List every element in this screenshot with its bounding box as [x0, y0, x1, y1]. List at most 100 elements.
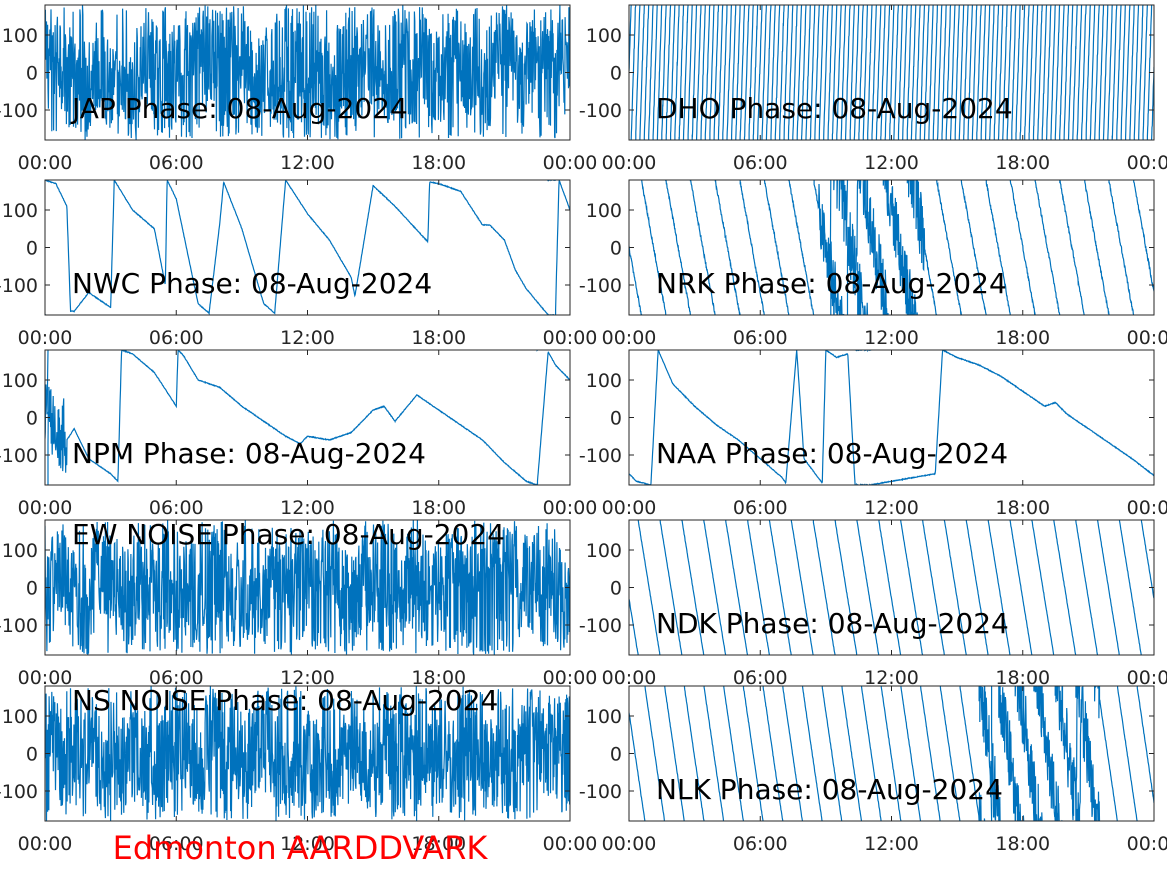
x-tick-label: 00:00: [602, 833, 657, 855]
panel-ns-noise: 100 0 -100 00:00 06:00 12:00 18:00 00:00 NS NOIS…: [0, 684, 597, 855]
x-tick-label: 18:00: [995, 497, 1050, 519]
x-tick-label: 12:00: [864, 327, 919, 349]
panel-title-nlk: NLK Phase: 08-Aug-2024: [656, 773, 1003, 806]
y-tick-label: 100: [586, 25, 622, 47]
panel-nwc: 100 0 -100 00:00 06:00 12:00 18:00 00:00 NWC Pha…: [0, 179, 598, 349]
x-tick-label: 06:00: [733, 667, 788, 689]
y-tick-label: 0: [26, 238, 38, 260]
phase-line-npm: [45, 350, 570, 485]
phase-line-ew-noise: [45, 520, 570, 655]
x-tick-label: 00:00: [18, 152, 73, 174]
panel-title-ndk: NDK Phase: 08-Aug-2024: [656, 607, 1009, 640]
y-tick-label: 0: [610, 578, 622, 600]
y-tick-label: 100: [586, 540, 622, 562]
x-tick-label: 06:00: [149, 327, 204, 349]
x-tick-label: 12:00: [864, 833, 919, 855]
x-tick-label: 18:00: [411, 833, 466, 855]
y-tick-label: 100: [586, 370, 622, 392]
panel-naa: 100 0 -100 00:00 06:00 12:00 18:00 00:00 NAA Pha…: [579, 349, 1167, 519]
x-tick-label: 18:00: [411, 667, 466, 689]
x-tick-label: 06:00: [733, 833, 788, 855]
x-tick-label: 12:00: [280, 833, 335, 855]
x-tick-label: 00:00: [602, 327, 657, 349]
x-tick-label: 06:00: [149, 667, 204, 689]
x-tick-label: 00:00: [1127, 327, 1167, 349]
x-tick-label: 00:00: [1127, 497, 1167, 519]
panel-ew-noise: 100 0 -100 00:00 06:00 12:00 18:00 00:00 EW NOIS…: [0, 518, 597, 689]
panel-title-ns-noise: NS NOISE Phase: 08-Aug-2024: [72, 684, 498, 717]
y-tick-label: -100: [0, 615, 38, 637]
x-tick-label: 18:00: [411, 327, 466, 349]
y-tick-label: 100: [2, 540, 38, 562]
panel-title-dho: DHO Phase: 08-Aug-2024: [656, 92, 1013, 125]
y-tick-label: 0: [610, 63, 622, 85]
y-tick-label: 0: [26, 578, 38, 600]
x-tick-label: 12:00: [280, 667, 335, 689]
y-tick-label: 0: [26, 408, 38, 430]
x-tick-label: 18:00: [995, 667, 1050, 689]
y-tick-label: -100: [0, 275, 38, 297]
y-tick-label: -100: [0, 781, 38, 803]
phase-line-ndk: [629, 520, 1154, 655]
y-tick-label: -100: [0, 445, 38, 467]
x-tick-label: 00:00: [543, 327, 598, 349]
panel-ndk: 100 0 -100 00:00 06:00 12:00 18:00 00:00 NDK Pha…: [579, 519, 1167, 689]
panels: 100 0 -100 00:00 06:00 12:00 18:00 00:00 JAP Pha…: [0, 4, 1167, 855]
x-tick-label: 18:00: [995, 833, 1050, 855]
y-tick-label: 0: [610, 744, 622, 766]
y-tick-label: -100: [579, 445, 622, 467]
phase-line-ns-noise: [45, 686, 570, 821]
y-tick-label: -100: [579, 100, 622, 122]
phase-line-nrk: [629, 180, 1154, 315]
y-tick-label: 100: [2, 200, 38, 222]
x-tick-label: 00:00: [18, 327, 73, 349]
x-tick-label: 00:00: [18, 833, 73, 855]
x-tick-label: 06:00: [733, 152, 788, 174]
panel-title-nrk: NRK Phase: 08-Aug-2024: [656, 267, 1007, 300]
x-tick-label: 06:00: [733, 497, 788, 519]
panel-npm: 100 0 -100 00:00 06:00 12:00 18:00 00:00 NPM Pha…: [0, 349, 598, 519]
x-tick-label: 06:00: [149, 833, 204, 855]
phase-line-jap: [45, 5, 570, 140]
x-tick-label: 00:00: [1127, 833, 1167, 855]
x-tick-label: 18:00: [411, 152, 466, 174]
panel-title-jap: JAP Phase: 08-Aug-2024: [70, 92, 408, 125]
x-tick-label: 06:00: [149, 497, 204, 519]
y-tick-label: 0: [26, 744, 38, 766]
x-tick-label: 06:00: [149, 152, 204, 174]
y-tick-label: -100: [579, 781, 622, 803]
y-tick-label: 100: [2, 25, 38, 47]
y-tick-label: 0: [610, 408, 622, 430]
x-tick-label: 00:00: [18, 667, 73, 689]
x-tick-label: 00:00: [543, 497, 598, 519]
x-tick-label: 12:00: [864, 152, 919, 174]
panel-jap: 100 0 -100 00:00 06:00 12:00 18:00 00:00 JAP Pha…: [0, 4, 597, 174]
y-tick-label: 0: [26, 63, 38, 85]
panel-nlk: 100 0 -100 00:00 06:00 12:00 18:00 00:00 NLK Pha…: [579, 685, 1167, 855]
x-tick-label: 00:00: [602, 667, 657, 689]
y-tick-label: -100: [579, 615, 622, 637]
panel-title-naa: NAA Phase: 08-Aug-2024: [656, 437, 1008, 470]
panel-title-npm: NPM Phase: 08-Aug-2024: [72, 437, 426, 470]
x-tick-label: 06:00: [733, 327, 788, 349]
x-tick-label: 00:00: [1127, 152, 1167, 174]
y-tick-label: 0: [610, 238, 622, 260]
panel-dho: 100 0 -100 00:00 06:00 12:00 18:00 00:00 DHO Pha…: [579, 4, 1167, 174]
x-tick-label: 00:00: [1127, 667, 1167, 689]
x-tick-label: 12:00: [864, 497, 919, 519]
x-tick-label: 18:00: [995, 327, 1050, 349]
y-tick-label: 100: [586, 200, 622, 222]
x-tick-label: 00:00: [18, 497, 73, 519]
y-tick-label: -100: [0, 100, 38, 122]
x-tick-label: 00:00: [543, 833, 598, 855]
x-tick-label: 00:00: [602, 497, 657, 519]
x-tick-label: 12:00: [280, 152, 335, 174]
x-tick-label: 00:00: [543, 667, 598, 689]
x-tick-label: 18:00: [411, 497, 466, 519]
x-tick-label: 18:00: [995, 152, 1050, 174]
x-tick-label: 00:00: [602, 152, 657, 174]
y-tick-label: -100: [579, 275, 622, 297]
panel-title-nwc: NWC Phase: 08-Aug-2024: [72, 267, 432, 300]
y-tick-label: 100: [586, 706, 622, 728]
